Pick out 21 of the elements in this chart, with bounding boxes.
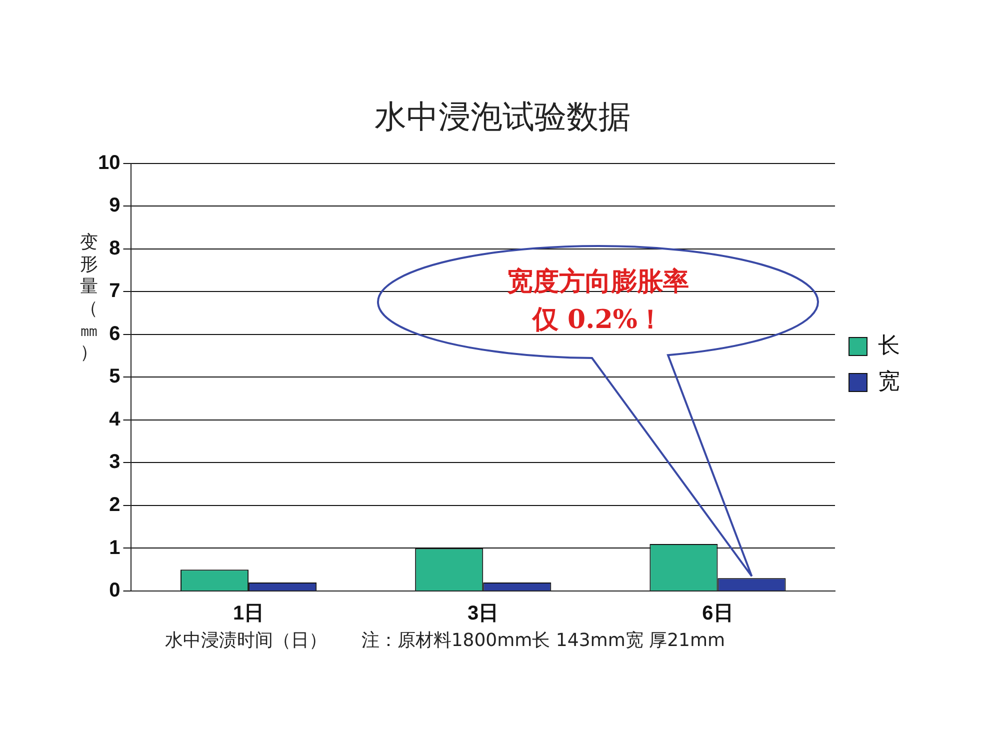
y-axis-title: 变形量（㎜） <box>79 232 99 364</box>
y-tick-label: 7 <box>109 280 120 302</box>
x-tick-label: 6日 <box>702 602 734 625</box>
y-tick-label: 2 <box>109 494 120 516</box>
y-tick-label: 3 <box>109 451 120 474</box>
y-tick-label: 5 <box>109 366 120 388</box>
annotation: 宽度方向膨胀率 <box>506 266 690 299</box>
y-tick-label: 0 <box>109 580 120 602</box>
y-tick-label: 10 <box>98 152 120 174</box>
y-tick-label: 1 <box>109 536 120 559</box>
y-tick-label: 8 <box>109 237 120 260</box>
legend-label: 宽 <box>878 368 900 394</box>
chart-title: 水中浸泡试验数据 <box>374 98 630 136</box>
x-tick-label: 3日 <box>468 602 499 625</box>
legend-label: 长 <box>878 332 900 358</box>
x-tick-label: 1日 <box>232 602 264 625</box>
y-tick-label: 4 <box>109 408 122 430</box>
text: 水中浸渍时间（日） 注：原材料1800mm长 143mm宽 厚21mm <box>165 630 726 651</box>
y-tick-label: 6 <box>109 322 120 345</box>
y-tick-label: 9 <box>109 194 120 217</box>
annotation: 仅 0.2%！ <box>530 304 664 337</box>
